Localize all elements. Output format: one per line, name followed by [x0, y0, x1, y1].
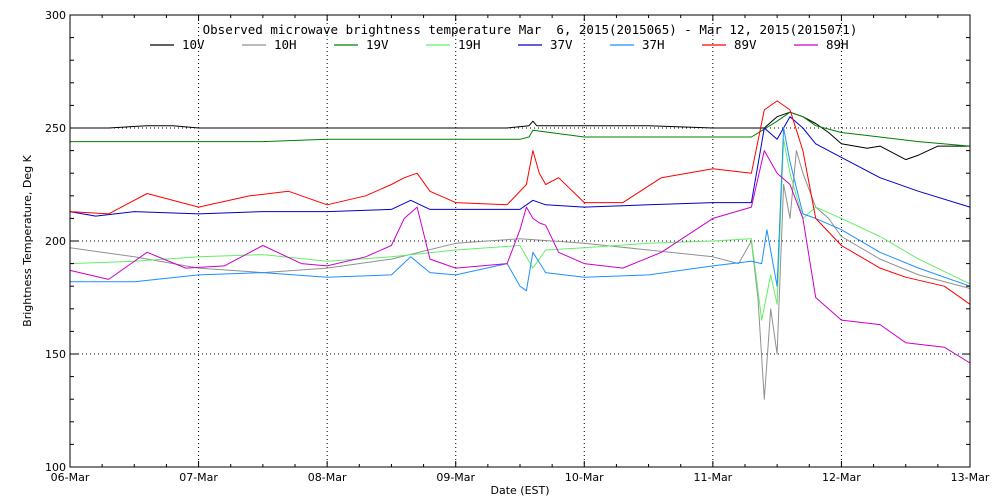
series-line-10v: [70, 111, 970, 161]
legend-label-10v: 10V: [182, 37, 205, 52]
x-tick-label: 08-Mar: [308, 471, 347, 484]
x-axis-label: Date (EST): [490, 484, 549, 497]
series-line-19h: [69, 138, 971, 321]
series-line-89v: [69, 100, 971, 305]
x-tick-label: 11-Mar: [693, 471, 732, 484]
legend: 10V 10H 19V 19H 37V 37H 89V 89H: [150, 37, 849, 52]
x-tick-label: 10-Mar: [565, 471, 604, 484]
y-tick-label: 200: [45, 235, 66, 248]
x-tick-label: 09-Mar: [436, 471, 475, 484]
legend-label-37v: 37V: [550, 37, 573, 52]
series-line-37h: [70, 127, 971, 292]
series-line-89h: [69, 150, 971, 364]
x-tick-label: 13-Mar: [951, 471, 990, 484]
chart-title: Observed microwave brightness temperatur…: [203, 22, 858, 37]
legend-label-89h: 89H: [826, 37, 849, 52]
y-axis-label: Brightness Temperature, Deg K: [21, 154, 34, 326]
legend-label-19h: 19H: [458, 37, 481, 52]
legend-label-37h: 37H: [642, 37, 665, 52]
legend-label-19v: 19V: [366, 37, 389, 52]
y-tick-label: 300: [45, 9, 66, 22]
legend-label-10h: 10H: [274, 37, 297, 52]
y-tick-labels: 100 150 200 250 300: [45, 9, 66, 474]
legend-label-89v: 89V: [734, 37, 757, 52]
x-tick-label: 07-Mar: [179, 471, 218, 484]
x-tick-label: 06-Mar: [51, 471, 90, 484]
series-lines: [69, 100, 971, 400]
series-line-37v: [69, 116, 971, 217]
series-line-19v: [70, 111, 971, 147]
y-tick-label: 250: [45, 122, 66, 135]
series-line-10h: [69, 150, 971, 400]
y-tick-label: 100: [45, 461, 66, 474]
x-tick-label: 12-Mar: [822, 471, 861, 484]
x-tick-labels: 06-Mar 07-Mar 08-Mar 09-Mar 10-Mar 11-Mar 12-M…: [51, 471, 990, 484]
grid-lines: [70, 15, 970, 467]
y-tick-label: 150: [45, 348, 66, 361]
axis-ticks: [69, 14, 971, 468]
